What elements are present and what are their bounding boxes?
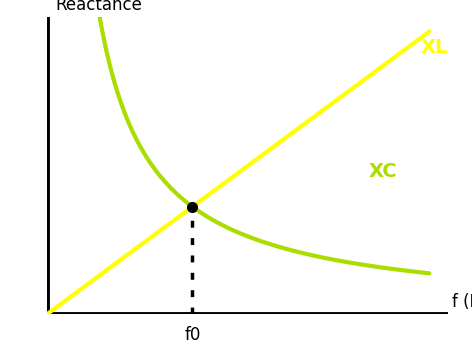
Text: XL: XL xyxy=(420,38,447,57)
Text: f (Hz): f (Hz) xyxy=(452,293,472,311)
Text: Reactance: Reactance xyxy=(55,0,142,14)
Text: XC: XC xyxy=(368,162,397,181)
Text: f0: f0 xyxy=(184,326,201,344)
